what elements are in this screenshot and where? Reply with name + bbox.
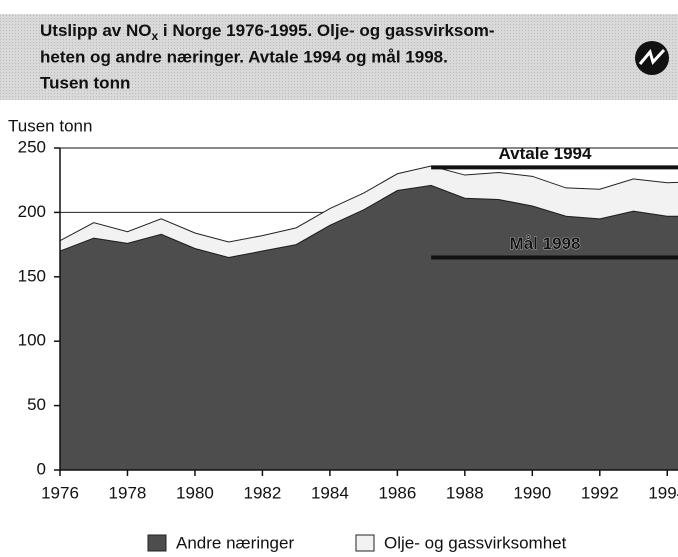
- reference-label: Mål 1998: [510, 234, 581, 253]
- x-tick-label: 1992: [581, 483, 619, 502]
- chart-title: heten og andre næringer. Avtale 1994 og …: [40, 47, 448, 66]
- x-tick-label: 1982: [244, 483, 282, 502]
- y-tick-label: 100: [18, 331, 46, 350]
- x-tick-label: 1980: [176, 483, 214, 502]
- x-tick-label: 1984: [311, 483, 349, 502]
- y-tick-label: 200: [18, 202, 46, 221]
- x-tick-label: 1990: [513, 483, 551, 502]
- x-tick-label: 1994: [648, 483, 678, 502]
- title-part: Utslipp av NO: [40, 21, 151, 40]
- x-tick-label: 1988: [446, 483, 484, 502]
- title-subscript: x: [151, 29, 158, 43]
- x-tick-label: 1978: [109, 483, 147, 502]
- y-tick-label: 250: [18, 137, 46, 156]
- chart-title: Tusen tonn: [40, 73, 130, 92]
- header-band: [0, 14, 678, 100]
- reference-label: Avtale 1994: [499, 144, 592, 163]
- legend-label: Olje- og gassvirksomhet: [384, 533, 567, 552]
- legend-swatch: [355, 534, 375, 552]
- y-tick-label: 50: [27, 395, 46, 414]
- y-tick-label: 150: [18, 266, 46, 285]
- legend-label: Andre næringer: [176, 533, 294, 552]
- y-tick-label: 0: [37, 459, 46, 478]
- chart-title: Utslipp av NOx i Norge 1976-1995. Olje- …: [40, 21, 495, 43]
- legend-swatch: [147, 534, 167, 552]
- x-tick-label: 1976: [41, 483, 79, 502]
- y-axis-label: Tusen tonn: [8, 116, 92, 135]
- logo-icon: [635, 41, 669, 75]
- x-tick-label: 1986: [378, 483, 416, 502]
- area: [59, 165, 678, 258]
- title-part: i Norge 1976-1995. Olje- og gassvirksom-: [158, 21, 494, 40]
